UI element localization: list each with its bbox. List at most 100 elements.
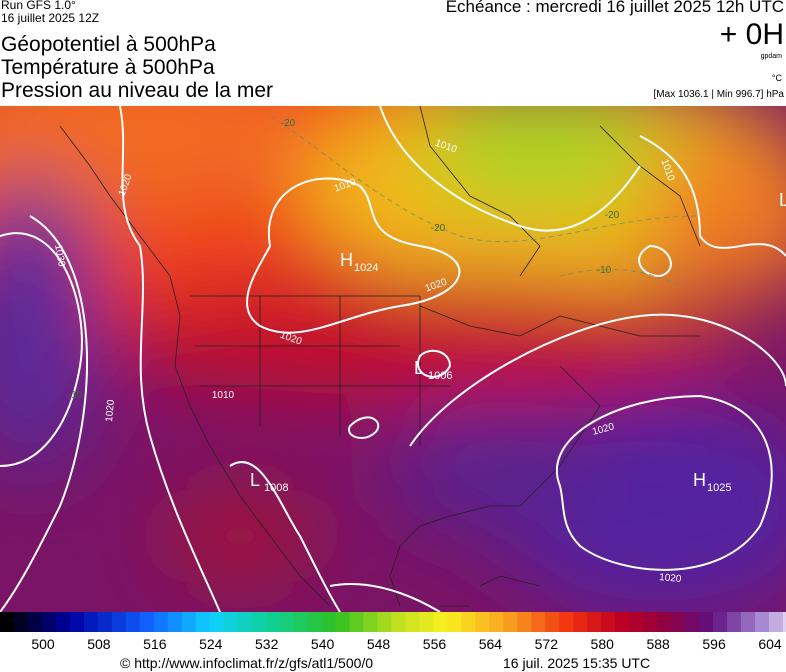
unit-geopotential: gpdam — [760, 53, 782, 60]
temperature-label: -20 — [431, 223, 446, 234]
colorbar-swatch — [349, 612, 364, 632]
colorbar-swatch — [167, 612, 183, 632]
colorbar-swatch — [97, 612, 113, 632]
colorbar-swatch — [643, 612, 658, 632]
colorbar-label: 588 — [646, 636, 670, 652]
center-kind: H — [340, 250, 353, 270]
colorbar-swatch — [251, 612, 267, 632]
title: Géopotentiel à 500hPa — [1, 33, 216, 56]
unit-temperature: °C — [771, 73, 782, 83]
center-kind: L — [250, 470, 260, 490]
temperature-label: -20 — [281, 118, 296, 129]
colorbar-swatch — [377, 612, 392, 632]
colorbar-swatch — [195, 612, 211, 632]
center-value: 1006 — [428, 370, 452, 382]
colorbar-label: 516 — [143, 636, 167, 652]
colorbar-swatch — [181, 612, 197, 632]
colorbar-swatch — [125, 612, 141, 632]
colorbar-swatch — [545, 612, 560, 632]
colorbar-swatch — [13, 612, 29, 632]
isobar-label: 1020 — [104, 399, 117, 423]
colorbar-label: 580 — [591, 636, 615, 652]
colorbar-label: 564 — [479, 636, 503, 652]
colorbar-swatch — [699, 612, 714, 632]
colorbar-swatch — [41, 612, 57, 632]
colorbar-swatch — [531, 612, 546, 632]
colorbar-swatch — [0, 612, 15, 632]
isotherms — [269, 115, 701, 287]
temperature-label: -20 — [605, 210, 620, 221]
pressure-range: [Max 1036.1 | Min 996.7] hPa — [653, 89, 784, 100]
colorbar-swatch — [335, 612, 351, 632]
colorbar-swatch — [782, 612, 786, 632]
title: Température à 500hPa — [1, 56, 215, 79]
center-value: 1025 — [707, 482, 731, 494]
colorbar-swatch — [321, 612, 337, 632]
colorbar: 500 508 516 524 532 540 548 556 564 572 580 588 596 6… — [0, 612, 786, 652]
colorbar-label: 500 — [31, 636, 55, 652]
colorbar-swatch — [768, 612, 784, 632]
colorbar-swatch — [307, 612, 323, 632]
colorbar-swatch — [223, 612, 239, 632]
temperature-label: -10 — [597, 265, 612, 276]
colorbar-swatch — [685, 612, 700, 632]
source: © http://www.infoclimat.fr/z/gfs/atl1/50… — [120, 655, 374, 671]
colorbar-swatch — [447, 612, 462, 632]
colorbar-label: 540 — [311, 636, 335, 652]
colorbar-swatch — [629, 612, 644, 632]
colorbar-swatch — [754, 612, 770, 632]
colorbar-swatch — [153, 612, 169, 632]
colorbar-swatch — [391, 612, 406, 632]
run-date: 16 juillet 2025 12Z — [1, 11, 100, 25]
coastlines — [59, 106, 701, 607]
title: Pression au niveau de la mer — [1, 79, 273, 102]
colorbar-label: 572 — [535, 636, 559, 652]
center-kind: L — [414, 358, 424, 378]
colorbar-swatch — [265, 612, 281, 632]
colorbar-swatch — [363, 612, 378, 632]
forecast-time: Echéance : mercredi 16 juillet 2025 12h … — [445, 0, 784, 16]
colorbar-swatch — [573, 612, 588, 632]
center-kind: H — [693, 470, 706, 490]
colorbar-swatch — [55, 612, 71, 632]
colorbar-label: 556 — [423, 636, 447, 652]
colorbar-swatch — [475, 612, 490, 632]
center-kind: L — [779, 190, 786, 210]
colorbar-swatch — [601, 612, 616, 632]
colorbar-label: 548 — [367, 636, 391, 652]
lead-time: + 0H — [719, 18, 784, 51]
colorbar-swatch — [503, 612, 518, 632]
colorbar-swatch — [489, 612, 504, 632]
colorbar-label: 532 — [255, 636, 279, 652]
isobar-label: 1030 — [52, 244, 67, 268]
colorbar-swatch — [587, 612, 602, 632]
colorbar-swatch — [657, 612, 672, 632]
run-label: Run GFS 1.0° — [1, 0, 76, 12]
colorbar-label: 524 — [199, 636, 223, 652]
temperature-field — [0, 106, 786, 612]
colorbar-swatch — [69, 612, 85, 632]
center-value: 1008 — [264, 482, 288, 494]
colorbar-swatch — [111, 612, 127, 632]
isobars — [0, 106, 786, 612]
generated: 16 juil. 2025 15:35 UTC — [503, 655, 651, 671]
colorbar-swatch — [419, 612, 434, 632]
colorbar-swatch — [279, 612, 295, 632]
isobar-label: 1010 — [212, 390, 235, 401]
colorbar-swatch — [671, 612, 686, 632]
colorbar-swatch — [83, 612, 99, 632]
colorbar-swatch — [139, 612, 155, 632]
colorbar-swatch — [405, 612, 420, 632]
colorbar-swatch — [559, 612, 574, 632]
colorbar-swatch — [433, 612, 448, 632]
colorbar-swatch — [461, 612, 476, 632]
colorbar-swatch — [713, 612, 728, 632]
colorbar-swatch — [727, 612, 742, 632]
colorbar-swatch — [517, 612, 532, 632]
colorbar-label: 604 — [758, 636, 782, 652]
colorbar-swatch — [27, 612, 43, 632]
colorbar-swatch — [209, 612, 225, 632]
colorbar-label: 508 — [87, 636, 111, 652]
